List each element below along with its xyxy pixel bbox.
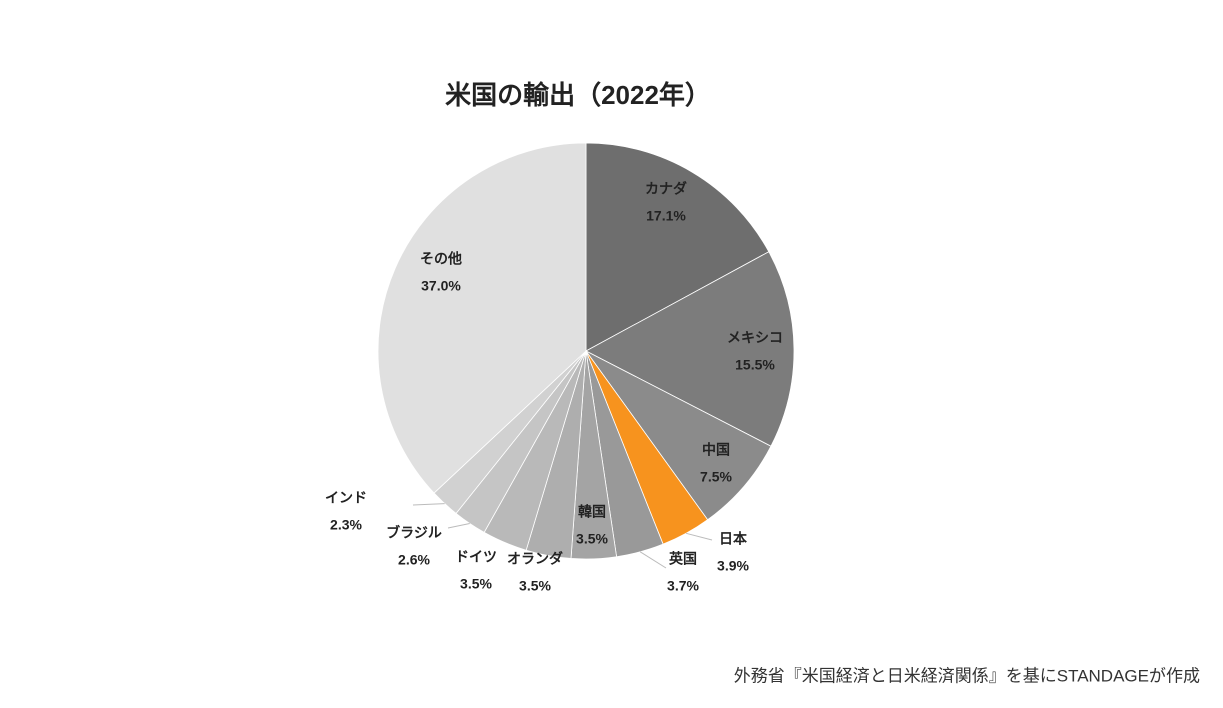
pie-slice xyxy=(585,251,795,447)
value-label: 7.5% xyxy=(700,469,732,485)
slice-label: ドイツ xyxy=(455,549,497,565)
source-note: 外務省『米国経済と日米経済関係』を基にSTANDAGEが作成 xyxy=(734,666,1200,685)
leader-line xyxy=(685,532,713,541)
slice-label: メキシコ xyxy=(727,330,783,346)
slice-label: インド xyxy=(325,490,367,506)
slice-label: ブラジル xyxy=(386,525,442,541)
leader-line xyxy=(412,503,445,506)
slice-label: オランダ xyxy=(507,551,563,567)
value-label: 3.5% xyxy=(576,531,608,547)
value-label: 3.5% xyxy=(519,578,551,594)
pie-slice xyxy=(377,142,587,494)
pie-slice xyxy=(585,350,772,521)
leader-line xyxy=(639,551,667,569)
value-label: 3.5% xyxy=(460,576,492,592)
slice-label: 韓国 xyxy=(578,504,606,520)
slice-label: 英国 xyxy=(668,551,697,567)
chart-title: 米国の輸出（2022年） xyxy=(445,80,711,110)
slice-label: カナダ xyxy=(645,181,687,197)
value-label: 2.6% xyxy=(398,552,430,568)
slice-label: その他 xyxy=(420,251,462,267)
leader-line xyxy=(447,522,470,529)
value-label: 2.3% xyxy=(330,517,362,533)
value-label: 3.9% xyxy=(717,558,749,574)
pie-slice xyxy=(585,142,770,352)
slice-label: 中国 xyxy=(702,442,730,458)
value-label: 37.0% xyxy=(421,278,461,294)
value-label: 15.5% xyxy=(735,357,775,373)
value-label: 17.1% xyxy=(646,208,686,224)
value-label: 3.7% xyxy=(667,578,699,594)
slice-label: 日本 xyxy=(719,531,748,547)
